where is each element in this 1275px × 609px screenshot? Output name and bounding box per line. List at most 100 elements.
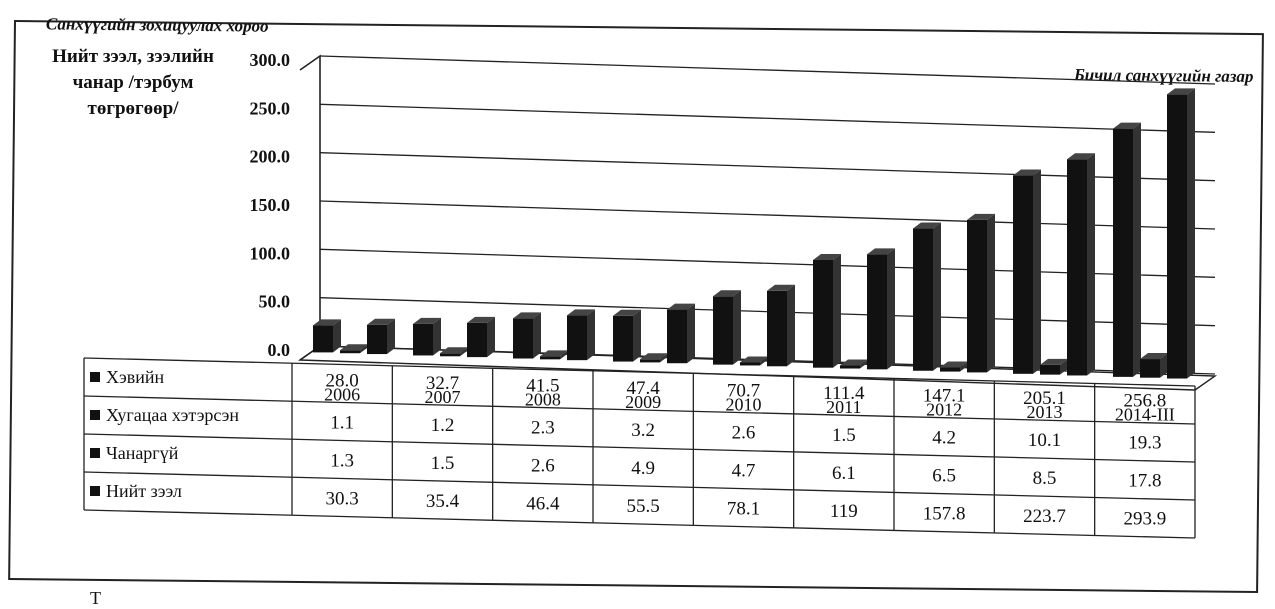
bar-normal — [813, 260, 833, 368]
bar-total — [467, 322, 487, 358]
bar-normal-side — [1033, 169, 1041, 374]
data-label: 1.5 — [832, 425, 856, 446]
data-label: 3.2 — [631, 420, 655, 441]
bar-normal-side — [633, 309, 641, 362]
data-label: 223.7 — [1023, 506, 1066, 527]
bar-total — [867, 254, 887, 370]
data-label: 55.5 — [627, 496, 660, 517]
gridline-3 — [319, 200, 1216, 230]
data-label: 1.2 — [431, 415, 455, 436]
bar-normal — [313, 325, 333, 353]
bar-total-top — [1167, 88, 1195, 95]
data-label: 35.4 — [426, 491, 460, 512]
footer-text: Т — [90, 588, 101, 608]
bar-normal-side — [833, 254, 841, 368]
table-hline — [83, 471, 1196, 501]
legend-swatch — [90, 372, 100, 382]
bar-normal — [713, 296, 733, 365]
bar-overdue-side — [860, 359, 868, 369]
data-label: 46.4 — [526, 494, 560, 515]
bar-total-top — [467, 316, 495, 323]
data-label: 30.3 — [326, 489, 359, 510]
bar-overdue — [1140, 359, 1160, 378]
data-label: 6.1 — [832, 463, 856, 484]
x-tick-label: 2010 — [726, 395, 762, 415]
bar-total-side — [887, 248, 895, 370]
bar-total-side — [787, 284, 795, 367]
table-hline — [83, 509, 1196, 539]
y-axis-label: Нийт зээл, зээлийн чанар /тэрбум төгрөгө… — [52, 46, 214, 119]
bar-overdue — [340, 350, 360, 354]
data-label: 41.5 — [526, 376, 559, 397]
table-hline — [83, 395, 1196, 425]
bar-overdue-side — [660, 353, 668, 363]
legend-swatch — [90, 486, 100, 496]
bar-overdue — [640, 359, 660, 363]
data-label: 293.9 — [1123, 509, 1166, 530]
x-tick-label: 2014-III — [1115, 405, 1175, 425]
bar-normal — [613, 315, 633, 362]
bar-normal-top — [1113, 122, 1141, 129]
bar-overdue-side — [760, 356, 768, 366]
bar-total-top — [967, 213, 995, 220]
data-label: 4.2 — [932, 428, 956, 449]
x-tick-label: 2011 — [826, 397, 861, 417]
bar-normal-top — [913, 222, 941, 229]
bar-total-top — [667, 303, 695, 310]
legend-entry: Хугацаа хэтэрсэн — [106, 405, 239, 425]
bar-total — [567, 315, 587, 361]
bar-overdue-top — [1040, 358, 1068, 365]
bar-normal-side — [533, 312, 541, 359]
data-label: 205.1 — [1023, 388, 1066, 409]
bar-total — [1167, 94, 1187, 379]
bar-overdue — [840, 365, 860, 369]
data-label: 17.8 — [1128, 471, 1161, 492]
bar-overdue-top — [1140, 353, 1168, 360]
bar-normal-side — [933, 222, 941, 371]
data-label: 6.5 — [932, 466, 956, 487]
bar-normal — [1013, 175, 1033, 374]
bar-normal-side — [733, 290, 741, 365]
data-label: 119 — [830, 501, 858, 522]
bar-total-side — [987, 213, 995, 373]
legend-entry: Хэвийн — [106, 367, 164, 387]
data-label: 111.4 — [823, 383, 865, 404]
bar-overdue-side — [460, 347, 468, 357]
data-label: 157.8 — [923, 504, 966, 525]
bar-normal — [1113, 128, 1133, 377]
bar-normal-top — [313, 319, 341, 326]
y-tick-label: 100.0 — [250, 243, 291, 263]
bar-normal-top — [813, 254, 841, 261]
data-label: 1.3 — [330, 451, 354, 472]
y-tick-label: 200.0 — [250, 147, 291, 167]
bar-overdue-side — [360, 344, 368, 354]
x-tick-label: 2006 — [324, 385, 360, 405]
x-tick-label: 2012 — [926, 400, 962, 420]
bar-overdue — [1040, 364, 1060, 375]
x-tick-label: 2007 — [425, 387, 461, 407]
legend-entry: Нийт зээл — [106, 481, 182, 501]
data-label: 256.8 — [1123, 391, 1166, 412]
x-tick-label: 2009 — [625, 392, 661, 412]
bar-total-side — [587, 309, 595, 361]
legend-swatch — [90, 410, 100, 420]
bar-overdue-top — [340, 344, 368, 351]
data-label: 47.4 — [627, 378, 661, 399]
bar-normal-top — [513, 312, 541, 319]
data-label: 1.1 — [330, 413, 354, 434]
bar-normal-top — [713, 290, 741, 297]
bar-overdue-top — [940, 361, 968, 368]
bar-total-top — [767, 284, 795, 291]
bar-normal-side — [333, 319, 341, 353]
bar-total-top — [867, 248, 895, 255]
bar-overdue-side — [960, 361, 968, 372]
bar-total-top — [367, 318, 395, 325]
bar-overdue-top — [440, 347, 468, 354]
bar-total-top — [567, 309, 595, 316]
legend-entry: Чанаргүй — [106, 443, 179, 463]
data-label: 2.6 — [732, 423, 756, 444]
y-tick-label: 300.0 — [250, 50, 291, 70]
bar-normal-top — [613, 309, 641, 316]
bar-total — [967, 219, 987, 373]
